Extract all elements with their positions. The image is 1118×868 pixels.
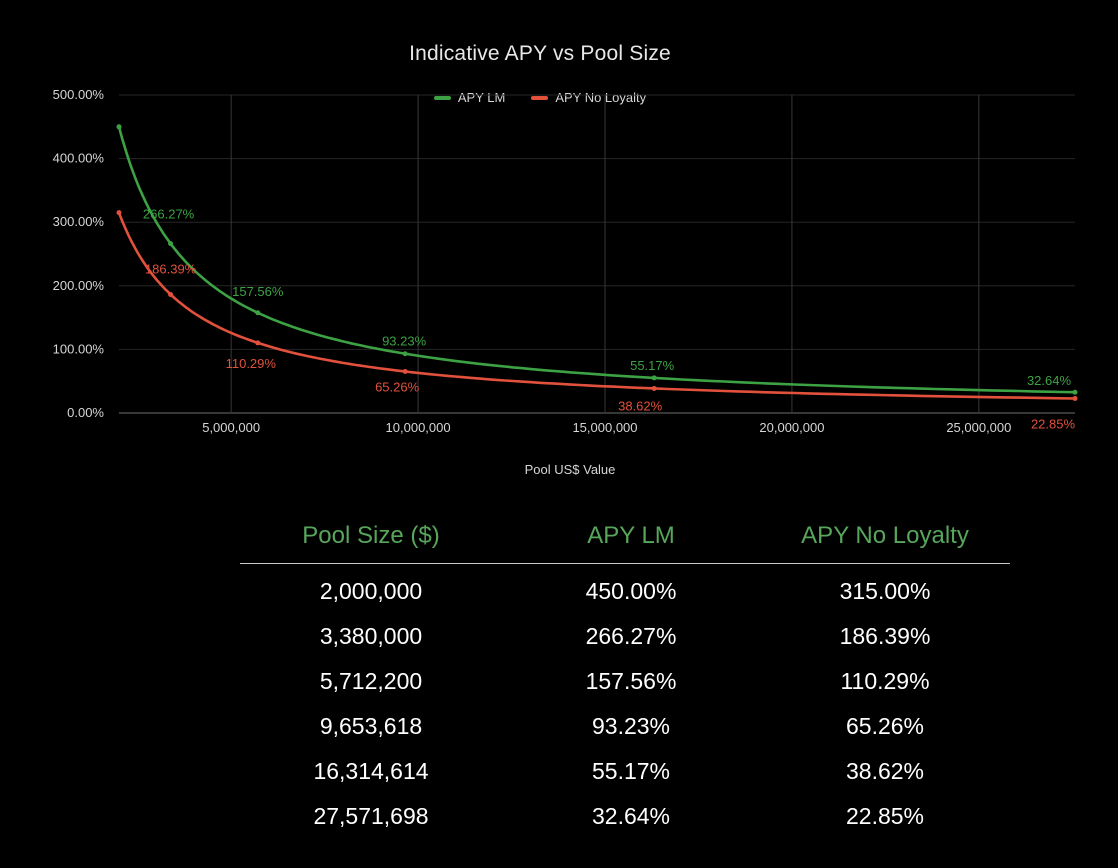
- chart-title: Indicative APY vs Pool Size: [409, 42, 671, 65]
- table-cell: 315.00%: [839, 578, 931, 604]
- table-row: 5,712,200 157.56% 110.29%: [240, 659, 1010, 704]
- data-point: [116, 124, 122, 130]
- y-tick-label: 500.00%: [53, 87, 105, 102]
- table-cell: 32.64%: [591, 803, 670, 829]
- apy-table-section: Pool Size ($) APY LM APY No Loyalty 2,000,…: [0, 522, 1118, 839]
- table-row: 27,571,698 32.64% 22.85%: [240, 794, 1010, 839]
- x-axis-title: Pool US$ Value: [524, 462, 616, 477]
- x-tick-label: 20,000,000: [759, 420, 824, 435]
- x-tick-label: 5,000,000: [202, 420, 260, 435]
- point-label: 32.64%: [1027, 373, 1072, 388]
- point-label: 110.29%: [226, 356, 277, 371]
- column-header-apy-lm: APY LM: [502, 522, 760, 564]
- table-cell: 27,571,698: [313, 803, 429, 829]
- table-row: 2,000,000 450.00% 315.00%: [240, 564, 1010, 615]
- plot-area: 0.00% 100.00% 200.00% 300.00% 400.00% 500.00%…: [53, 87, 1078, 435]
- table-cell: 9,653,618: [319, 713, 423, 739]
- legend-label-apy-no-loyalty: APY No Loyalty: [555, 90, 647, 105]
- y-tick-label: 400.00%: [53, 151, 105, 166]
- table-cell: 266.27%: [585, 623, 677, 649]
- apy-table: Pool Size ($) APY LM APY No Loyalty 2,000,…: [240, 522, 1010, 839]
- column-header-apy-no-loyalty: APY No Loyalty: [760, 522, 1010, 564]
- data-point: [651, 385, 657, 391]
- data-point: [651, 375, 657, 381]
- legend-label-apy-lm: APY LM: [457, 90, 506, 105]
- data-point: [116, 210, 122, 216]
- data-point: [1072, 389, 1078, 395]
- chart-legend: APY LM APY No Loyalty: [0, 90, 1080, 105]
- table-cell: 65.26%: [845, 713, 924, 739]
- legend-item-apy-no-loyalty: APY No Loyalty: [531, 90, 646, 105]
- point-label: 38.62%: [618, 398, 663, 413]
- table-cell: 5,712,200: [319, 668, 423, 694]
- point-label: 65.26%: [375, 379, 420, 394]
- x-tick-label: 25,000,000: [946, 420, 1011, 435]
- point-label: 157.56%: [232, 284, 284, 299]
- y-tick-label: 200.00%: [53, 278, 105, 293]
- point-label: 266.27%: [143, 207, 195, 222]
- data-point: [402, 351, 408, 357]
- y-tick-label: 100.00%: [53, 341, 105, 356]
- point-label: 55.17%: [630, 358, 675, 373]
- y-tick-label: 0.00%: [67, 405, 104, 420]
- x-tick-label: 15,000,000: [572, 420, 637, 435]
- table-cell: 186.39%: [839, 623, 931, 649]
- data-point: [255, 340, 261, 346]
- data-point: [255, 310, 261, 316]
- table-cell: 55.17%: [591, 758, 670, 784]
- table-cell: 93.23%: [591, 713, 670, 739]
- table-cell: 38.62%: [845, 758, 924, 784]
- table-row: 3,380,000 266.27% 186.39%: [240, 614, 1010, 659]
- table-row: 16,314,614 55.17% 38.62%: [240, 749, 1010, 794]
- column-header-pool-size: Pool Size ($): [240, 522, 502, 564]
- data-point: [402, 368, 408, 374]
- point-label: 22.85%: [1031, 416, 1076, 431]
- table-cell: 16,314,614: [313, 758, 429, 784]
- table-cell: 22.85%: [845, 803, 924, 829]
- apy-chart: Indicative APY vs Pool Size APY LM APY N…: [0, 42, 1080, 477]
- legend-item-apy-lm: APY LM: [433, 90, 506, 105]
- data-point: [168, 241, 174, 247]
- apy-no-loyalty-swatch-icon: [531, 95, 549, 100]
- apy-lm-swatch-icon: [433, 95, 451, 100]
- point-label: 93.23%: [382, 334, 427, 349]
- point-label: 186.39%: [145, 261, 197, 276]
- table-cell: 110.29%: [840, 668, 930, 694]
- data-point: [1072, 395, 1078, 401]
- table-cell: 3,380,000: [319, 623, 423, 649]
- series-line-apy-lm: [117, 125, 1077, 394]
- table-header-row: Pool Size ($) APY LM APY No Loyalty: [240, 522, 1010, 564]
- table-cell: 157.56%: [585, 668, 677, 694]
- table-cell: 450.00%: [585, 578, 677, 604]
- table-cell: 2,000,000: [319, 578, 423, 604]
- table-row: 9,653,618 93.23% 65.26%: [240, 704, 1010, 749]
- y-tick-label: 300.00%: [53, 214, 105, 229]
- data-point: [168, 291, 174, 297]
- x-tick-label: 10,000,000: [386, 420, 451, 435]
- series-line-apy-no-loyalty: [117, 211, 1077, 400]
